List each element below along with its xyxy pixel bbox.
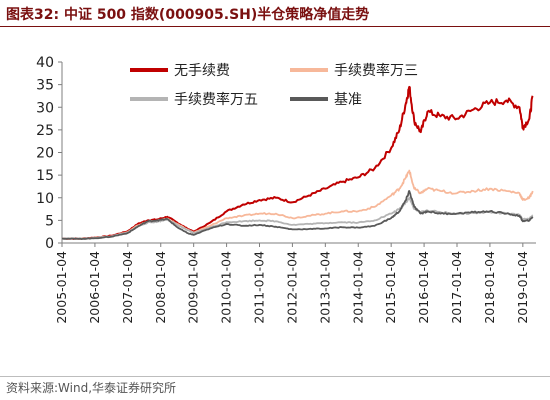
series-line-0 xyxy=(62,85,534,240)
source-divider xyxy=(0,376,550,377)
y-tick-label: 15 xyxy=(36,168,54,184)
x-tick-label: 2010-01-04 xyxy=(219,251,234,324)
x-tick-label: 2011-01-04 xyxy=(252,251,267,324)
y-axis: 0 5 10 15 20 25 30 35 40 xyxy=(36,55,63,252)
y-tick-label: 0 xyxy=(45,236,54,252)
chart-title: 图表32: 中证 500 指数(000905.SH)半仓策略净值走势 xyxy=(6,7,370,23)
source-note: 资料来源:Wind,华泰证券研究所 xyxy=(6,381,177,395)
x-tick-label: 2016-01-04 xyxy=(416,251,431,324)
x-tick-label: 2008-01-04 xyxy=(153,251,168,324)
x-tick-label: 2013-01-04 xyxy=(317,251,332,324)
x-tick-label: 2006-01-04 xyxy=(87,251,102,324)
legend-label: 手续费率万三 xyxy=(334,62,418,79)
y-tick-label: 25 xyxy=(36,123,54,139)
y-tick-label: 30 xyxy=(36,100,54,116)
series-layer xyxy=(61,85,534,240)
y-tick-label: 5 xyxy=(45,213,54,229)
y-tick-label: 10 xyxy=(36,191,54,207)
x-tick-label: 2015-01-04 xyxy=(383,251,398,324)
series-line-3 xyxy=(61,190,534,240)
y-tick-label: 35 xyxy=(36,78,54,94)
legend-label: 无手续费 xyxy=(174,62,230,79)
y-tick-label: 40 xyxy=(36,55,54,71)
x-tick-label: 2012-01-04 xyxy=(284,251,299,324)
legend-label: 基准 xyxy=(334,91,362,108)
x-tick-label: 2014-01-04 xyxy=(350,251,365,324)
x-tick-label: 2019-01-04 xyxy=(515,251,530,324)
series-line-2 xyxy=(62,196,534,240)
legend-label: 手续费率万五 xyxy=(174,91,258,108)
x-tick-label: 2009-01-04 xyxy=(186,251,201,324)
x-tick-label: 2017-01-04 xyxy=(449,251,464,324)
x-tick-label: 2005-01-04 xyxy=(54,251,69,324)
y-tick-label: 20 xyxy=(36,146,54,162)
title-bar xyxy=(0,0,550,27)
x-tick-label: 2007-01-04 xyxy=(120,251,135,324)
x-tick-label: 2018-01-04 xyxy=(482,251,497,324)
x-axis: 2005-01-04 2006-01-04 2007-01-04 2008-01-04… xyxy=(54,242,536,324)
